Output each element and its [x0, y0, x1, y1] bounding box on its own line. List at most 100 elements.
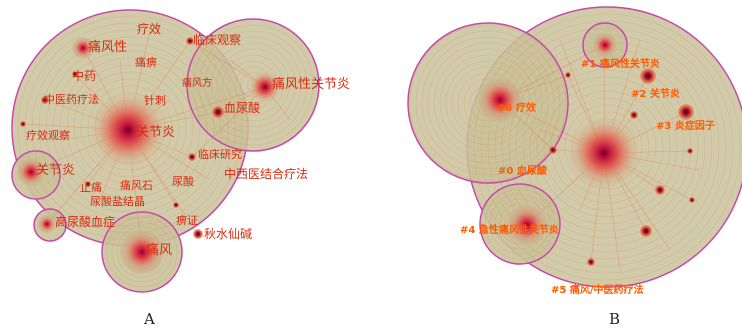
ring: [198, 30, 308, 140]
node-b-small-6: [549, 146, 557, 154]
ring: [451, 66, 525, 140]
keyword-label: 痛风方: [182, 76, 212, 89]
node-b-small-1: [640, 225, 652, 237]
keyword-label: 秋水仙碱: [204, 227, 252, 241]
node-arthritis-left: [17, 158, 45, 186]
panel-a-labels: 疗效 临床观察 痛风性 痛痹 中药 痛风方 痛风性关节炎 中医药疗法 血尿酸 针…: [26, 21, 350, 258]
ring: [116, 226, 168, 278]
panel-a: 疗效 临床观察 痛风性 痛痹 中药 痛风方 痛风性关节炎 中医药疗法 血尿酸 针…: [11, 9, 350, 328]
ring: [543, 83, 671, 211]
keyword-label: 临床研究: [198, 147, 242, 161]
node-cluster-6: [478, 78, 522, 122]
ring: [445, 60, 531, 146]
ring: [433, 48, 543, 158]
keyword-label: 痹证: [176, 213, 198, 227]
panel-b-nodes: [478, 33, 695, 266]
cluster-label: #6 疗效: [497, 101, 537, 114]
keyword-label: 针刺: [144, 93, 166, 107]
node-b-small-3: [587, 258, 595, 266]
keyword-label: 血尿酸: [224, 100, 260, 115]
ring: [487, 27, 727, 267]
node-gout: [120, 230, 164, 274]
ring: [204, 36, 302, 134]
keyword-label: 痛风石: [120, 178, 153, 192]
keyword-label: 尿酸: [172, 174, 194, 188]
node-small-2: [72, 71, 78, 77]
ring: [80, 78, 180, 178]
node-blood-uric: [212, 106, 224, 118]
keyword-label: 尿酸盐结晶: [90, 194, 145, 208]
hub-node-main: [90, 92, 166, 168]
node-small-3: [188, 153, 196, 161]
keyword-label: 关节炎: [136, 125, 175, 140]
node-small-6: [186, 37, 194, 45]
keyword-label: 疗效: [137, 21, 161, 36]
keyword-label: 痛风: [146, 242, 172, 258]
ring: [536, 76, 678, 218]
panel-a-nodes: [17, 37, 281, 274]
node-b-small-8: [630, 111, 638, 119]
keyword-label: 临床观察: [193, 33, 241, 47]
node-cluster-1: [593, 33, 617, 57]
ring: [564, 104, 650, 190]
ring: [106, 216, 178, 288]
keyword-label: 痛痹: [135, 55, 157, 69]
ring: [484, 188, 556, 260]
ring: [480, 20, 734, 274]
keyword-label: 疗效观察: [26, 128, 70, 142]
panel-label-a: A: [143, 310, 155, 328]
keyword-label: 关节炎: [36, 163, 75, 178]
ring: [210, 42, 296, 128]
node-b-small-5: [565, 72, 571, 78]
panel-b: #1 痛风性关节炎 #6 疗效 #2 关节炎 #3 炎症因子 #0 血尿酸 #4…: [407, 6, 742, 328]
node-small-4: [85, 181, 91, 187]
ring: [216, 48, 290, 122]
ring: [439, 54, 537, 152]
node-gouty: [72, 37, 94, 59]
ring: [522, 62, 692, 232]
ring: [409, 24, 567, 182]
ring: [52, 50, 208, 206]
cluster-label: #5 痛风/中医药疗法: [551, 283, 643, 296]
keyword-label: 高尿酸血症: [55, 214, 115, 229]
ring: [24, 22, 236, 234]
ring: [31, 29, 229, 227]
ring: [473, 13, 741, 281]
node-cluster-3: [678, 104, 694, 120]
cluster-label: #0 血尿酸: [498, 164, 548, 177]
ring: [45, 43, 215, 213]
ring: [87, 85, 173, 171]
cluster-label: #2 关节炎: [631, 87, 680, 100]
node-b-small-2: [655, 185, 665, 195]
ring: [489, 193, 551, 255]
ring: [66, 64, 194, 192]
ring: [38, 36, 222, 220]
keyword-label: 中西医结合疗法: [224, 166, 308, 181]
node-colchicine: [193, 229, 203, 239]
panel-label-b: B: [609, 310, 620, 328]
keyword-label: 止痛: [80, 180, 102, 194]
ring: [427, 42, 549, 164]
node-cluster-2: [640, 68, 656, 84]
cluster-label: #1 痛风性关节炎: [581, 57, 660, 70]
node-small-7: [20, 121, 26, 127]
ring: [192, 24, 314, 146]
ring: [421, 36, 555, 170]
panel-b-rings: [409, 13, 741, 281]
ring: [222, 54, 284, 116]
ring: [415, 30, 561, 176]
ring: [529, 69, 685, 225]
ring: [59, 57, 201, 199]
node-small-1: [41, 96, 49, 104]
ring: [111, 221, 173, 283]
node-small-5: [173, 202, 179, 208]
ring: [73, 71, 187, 185]
link-line: [191, 86, 266, 158]
node-hyperuricemia: [38, 215, 56, 233]
keyword-label: 痛风性关节炎: [272, 76, 350, 92]
keyword-label: 中医药疗法: [44, 92, 99, 106]
node-b-small-7: [687, 148, 693, 154]
keyword-label: 痛风性: [88, 39, 127, 55]
hub-node-right: [249, 71, 281, 103]
